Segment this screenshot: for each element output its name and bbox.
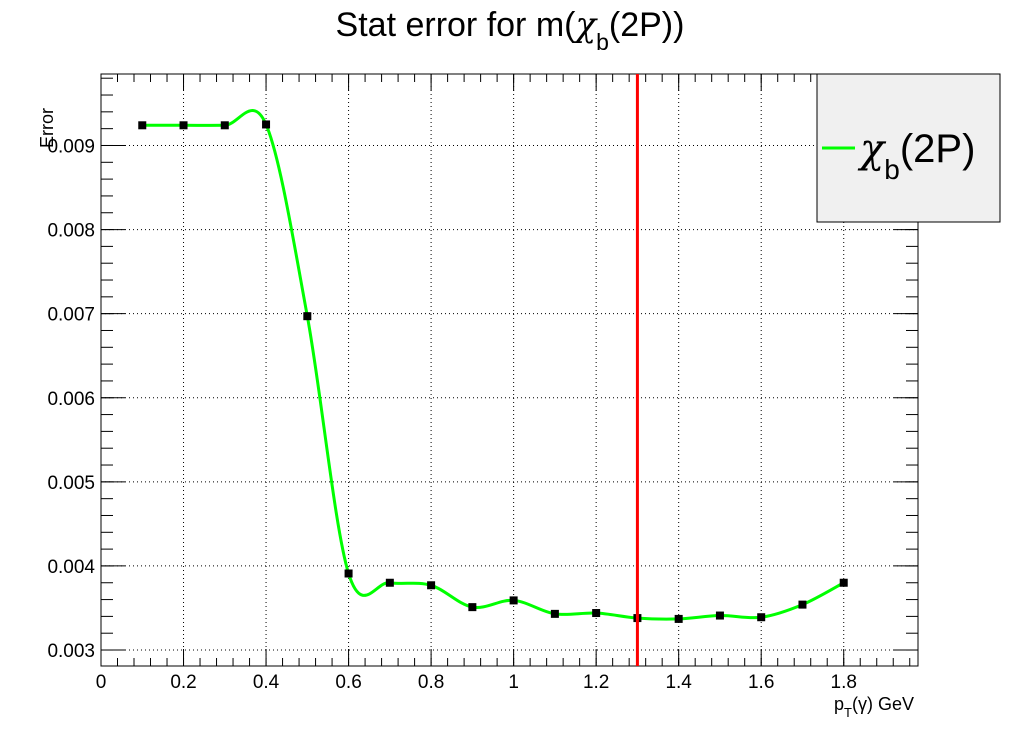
data-point (715, 611, 724, 620)
data-point (303, 312, 312, 321)
y-tick-label: 0.004 (47, 557, 95, 578)
data-point (179, 121, 188, 130)
data-point (839, 578, 848, 587)
data-point (468, 603, 477, 612)
grid (101, 74, 918, 666)
x-tick-label: 1.2 (583, 672, 609, 693)
data-point (385, 578, 394, 587)
series-line (142, 109, 845, 621)
x-tick-label: 0.4 (253, 672, 280, 693)
x-tick-label: 1 (508, 672, 519, 693)
legend-label: χb(2P) (857, 126, 975, 185)
data-point (509, 596, 518, 605)
data-point (757, 613, 766, 622)
x-tick-label: 0.6 (335, 672, 361, 693)
legend: χb(2P) (816, 73, 1001, 223)
x-tick-label: 1.4 (665, 672, 692, 693)
data-point (427, 581, 436, 590)
x-tick-label: 1.8 (831, 672, 857, 693)
y-tick-label: 0.005 (47, 473, 95, 494)
data-point (138, 121, 147, 130)
x-axis-title: pT(γ) GeV (834, 694, 914, 720)
data-point (798, 600, 807, 609)
plot-frame (100, 73, 919, 667)
y-tick-label: 0.009 (47, 136, 95, 157)
data-point (344, 569, 353, 578)
x-tick-label: 0.2 (170, 672, 196, 693)
data-point (674, 614, 683, 623)
y-tick-label: 0.007 (47, 305, 95, 326)
x-tick-label: 1.6 (748, 672, 774, 693)
data-point (262, 120, 271, 129)
series-layer (138, 74, 848, 666)
y-tick-label: 0.003 (47, 641, 95, 662)
data-point (550, 609, 559, 618)
data-point (592, 609, 601, 618)
chart-title: Stat error for m(χb(2P)) (336, 5, 685, 55)
axes: 0 0.2 0.4 0.6 0.8 1 1.2 1.4 1.6 1.8 0.003 0.004 0.00… (47, 74, 918, 693)
data-point (220, 121, 229, 130)
x-tick-label: 0 (96, 672, 107, 693)
y-tick-label: 0.006 (47, 389, 95, 410)
y-tick-label: 0.008 (47, 221, 95, 242)
y-axis-title: Error (37, 108, 57, 148)
x-tick-label: 0.8 (418, 672, 444, 693)
